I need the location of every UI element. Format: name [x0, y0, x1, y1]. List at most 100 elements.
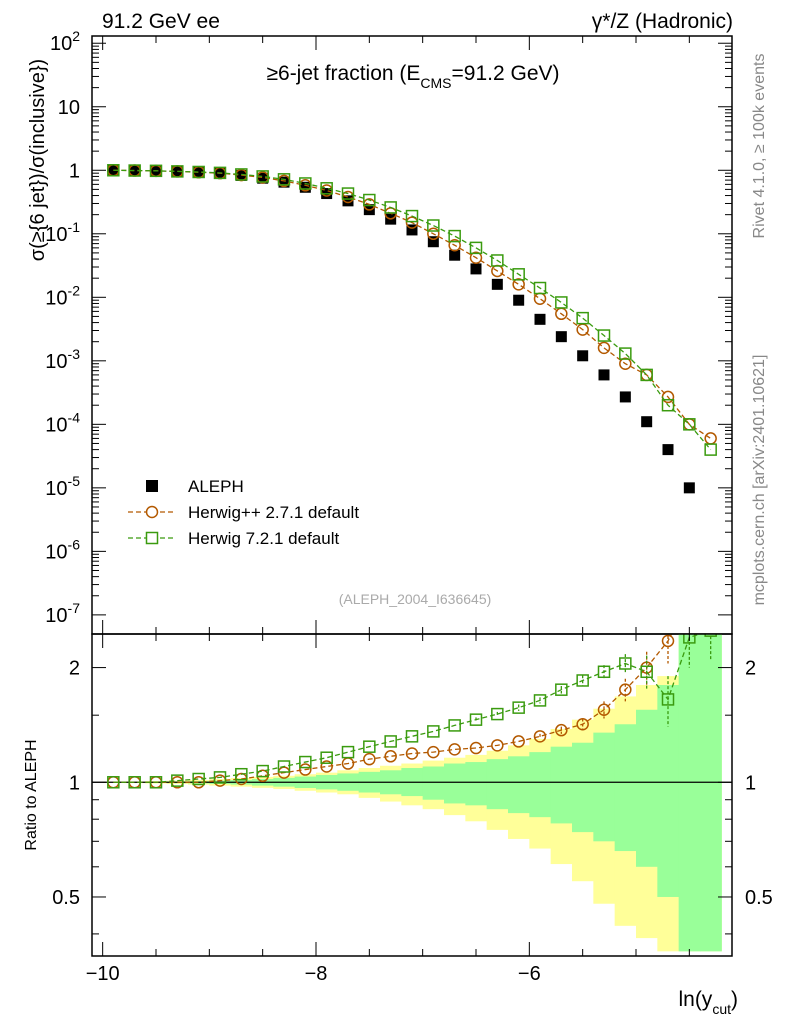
y-tick-label: 10-3	[45, 346, 80, 373]
ratio-y-tick-label: 1	[69, 772, 80, 794]
legend-marker-herwigpp	[145, 505, 159, 519]
ratio-herwig7-point	[363, 740, 376, 753]
ratio-herwig7-point	[640, 665, 653, 679]
stat-uncertainty-band	[550, 746, 573, 824]
herwig7-point	[299, 177, 312, 190]
ratio-herwig7-point	[341, 745, 355, 759]
herwig7-point	[555, 296, 568, 309]
herwigpp-point	[427, 227, 440, 241]
y-tick-label: 10-7	[45, 600, 80, 627]
ratio-herwig7-point	[619, 657, 632, 670]
ratio-herwig7-point	[299, 755, 312, 769]
herwig7-point	[427, 219, 440, 232]
ratio-herwig7-point	[192, 772, 205, 786]
aleph-point	[257, 172, 269, 184]
ratio-herwigpp-point	[363, 752, 376, 766]
ratio-herwigpp-point	[661, 634, 675, 648]
ratio-herwigpp-point	[555, 723, 568, 737]
stat-uncertainty-band	[572, 742, 594, 833]
y-tick-label: 10-6	[45, 536, 80, 563]
ratio-herwig7-point	[469, 713, 483, 726]
aleph-point	[342, 195, 354, 207]
y-tick-label: 10-4	[45, 409, 80, 436]
ratio-herwig7-point	[597, 665, 611, 679]
herwig7-point	[363, 193, 376, 207]
herwig7-point	[619, 347, 632, 360]
stat-uncertainty-band	[465, 762, 488, 806]
ratio-herwigpp-point	[597, 703, 611, 717]
ratio-herwigpp-point	[320, 760, 333, 773]
rivet-label: Rivet 4.1.0, ≥ 100k events	[751, 54, 768, 239]
herwig7-point	[320, 182, 333, 195]
ratio-herwig7-point	[427, 725, 440, 738]
ratio-herwig7-point	[448, 719, 461, 732]
ratio-herwig7-point	[704, 634, 717, 637]
herwig7-point	[661, 398, 675, 412]
stat-uncertainty-band	[529, 752, 552, 818]
watermark: (ALEPH_2004_I636645)	[339, 591, 492, 607]
ratio-herwigpp-point	[491, 739, 504, 752]
main-panel: 10-7 10-6 10-5 10-4 10-3 10-2 10-1 1 10 102 ≥6-je…	[27, 28, 733, 635]
ratio-herwig7-point	[235, 767, 248, 781]
herwig7-point	[469, 241, 483, 255]
aleph-point	[427, 236, 439, 248]
stat-uncertainty-band	[678, 634, 701, 952]
herwigpp-point	[469, 251, 483, 264]
aleph-point	[662, 444, 674, 456]
stat-uncertainty-band	[593, 732, 616, 842]
ratio-herwigpp-point	[619, 683, 632, 696]
ratio-y-tick-label-right: 1	[745, 772, 756, 794]
herwig7-point	[128, 164, 141, 177]
legend-marker-herwig7	[145, 531, 159, 545]
herwig7-point	[533, 281, 547, 295]
stat-uncertainty-band	[422, 766, 445, 800]
ratio-y-tick-label: 0.5	[52, 887, 80, 909]
ratio-herwigpp-point	[512, 735, 525, 748]
stat-uncertainty-band	[508, 756, 530, 814]
herwigpp-point	[619, 357, 632, 370]
ratio-y-axis-label: Ratio to ALEPH	[23, 739, 40, 850]
herwig7-point	[256, 170, 269, 183]
ratio-herwig7-point	[683, 634, 696, 644]
y-tick-label: 10	[58, 97, 80, 119]
header-left: 91.2 GeV ee	[102, 10, 220, 33]
aleph-point	[555, 331, 567, 343]
x-axis-label: ln(ycut)	[678, 988, 738, 1017]
ratio-herwigpp-point	[684, 595, 695, 606]
ratio-herwig7-point	[256, 764, 269, 778]
aleph-point	[470, 263, 482, 275]
aleph-point	[534, 313, 546, 325]
herwig7-point	[405, 209, 419, 223]
herwig7-point	[576, 311, 589, 325]
header-right: γ*/Z (Hadronic)	[592, 10, 733, 33]
legend-label: ALEPH	[188, 477, 244, 496]
aleph-point	[683, 482, 695, 494]
aleph-point	[278, 176, 290, 188]
ratio-herwigpp-point	[469, 741, 483, 755]
ratio-herwigpp-point	[299, 763, 312, 776]
ratio-herwig7-point	[128, 776, 141, 789]
legend-label: Herwig++ 2.7.1 default	[188, 503, 359, 522]
y-tick-label: 10-5	[45, 473, 80, 500]
ratio-herwig7-point	[107, 776, 120, 789]
ratio-herwig7-point	[405, 730, 419, 743]
aleph-point	[577, 350, 589, 362]
ratio-y-tick-label-right: 0.5	[745, 887, 773, 909]
ratio-herwig7-point	[512, 701, 525, 714]
ratio-herwig7-point	[213, 771, 227, 784]
ratio-herwig7-point	[171, 774, 184, 787]
legend-marker-aleph	[146, 480, 158, 492]
herwig7-point	[107, 164, 120, 177]
herwig7-point	[704, 443, 717, 456]
legend: ALEPH Herwig++ 2.7.1 default Herwig 7.2.1 …	[128, 477, 359, 548]
herwig7-point	[171, 165, 184, 178]
aleph-point	[619, 391, 631, 403]
main-y-axis-label: σ(≥{6 jet})/σ(inclusive})	[27, 59, 49, 261]
herwigpp-point	[533, 292, 547, 305]
y-tick-label: 10-2	[45, 282, 80, 309]
ratio-herwig7-point	[320, 751, 333, 764]
x-tick-label: −10	[86, 963, 120, 985]
ratio-herwigpp-point	[448, 743, 461, 756]
herwig7-point	[597, 329, 611, 342]
